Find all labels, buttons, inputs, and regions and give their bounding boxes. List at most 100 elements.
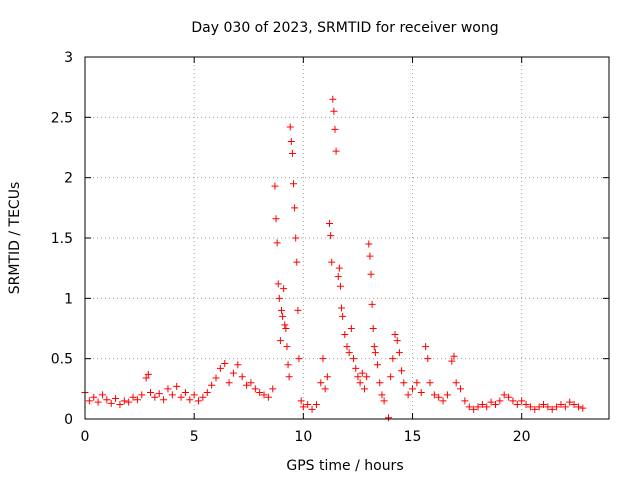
- x-axis-label: GPS time / hours: [286, 458, 403, 474]
- data-point: [138, 391, 146, 399]
- data-point: [328, 258, 336, 266]
- y-tick-label: 3: [64, 50, 73, 66]
- data-point: [304, 401, 312, 409]
- y-tick-label: 2.5: [51, 110, 73, 126]
- data-point: [288, 150, 296, 158]
- y-axis-label: SRMTID / TECUs: [7, 182, 23, 295]
- x-tick-label: 0: [81, 429, 90, 445]
- data-point: [294, 306, 302, 314]
- data-point: [535, 403, 543, 411]
- data-point: [155, 390, 163, 398]
- x-tick-label: 10: [294, 429, 312, 445]
- data-point: [112, 394, 120, 402]
- data-point: [371, 349, 379, 357]
- data-point: [229, 369, 237, 377]
- data-point: [398, 367, 406, 375]
- chart-title: Day 030 of 2023, SRMTID for receiver won…: [191, 20, 498, 36]
- data-point: [395, 349, 403, 357]
- data-point: [286, 123, 294, 131]
- data-point: [409, 385, 416, 393]
- data-point: [151, 393, 159, 401]
- data-point: [331, 125, 339, 133]
- data-point: [448, 357, 456, 365]
- data-point: [360, 385, 368, 393]
- data-point: [374, 361, 382, 369]
- data-point: [368, 300, 376, 308]
- data-point: [369, 325, 377, 332]
- y-tick-label: 2: [64, 171, 73, 187]
- data-point: [284, 361, 292, 369]
- data-point: [531, 405, 539, 413]
- data-point: [513, 401, 521, 409]
- data-point: [574, 403, 582, 411]
- data-point: [329, 95, 337, 103]
- data-point: [461, 397, 469, 405]
- data-point: [478, 401, 486, 409]
- data-point: [285, 373, 293, 381]
- data-point: [363, 373, 371, 381]
- data-point: [422, 343, 430, 351]
- data-point: [435, 393, 443, 401]
- data-point: [293, 258, 301, 266]
- data-point: [450, 352, 458, 360]
- data-point: [332, 147, 340, 155]
- data-point: [370, 343, 378, 351]
- data-point: [404, 391, 412, 399]
- data-point: [470, 405, 478, 413]
- data-point: [491, 401, 499, 409]
- data-point: [376, 379, 384, 387]
- data-point: [116, 401, 124, 409]
- data-point: [287, 137, 295, 145]
- data-point: [190, 391, 198, 399]
- data-point: [260, 391, 268, 399]
- y-tick-label: 0.5: [51, 352, 73, 368]
- data-point: [366, 252, 374, 260]
- data-point: [264, 393, 272, 401]
- x-tick-label: 5: [190, 429, 199, 445]
- data-point: [225, 379, 233, 387]
- data-point: [426, 379, 434, 387]
- data-point: [251, 385, 259, 393]
- data-point: [120, 397, 128, 405]
- data-point: [354, 373, 362, 381]
- data-point: [107, 399, 115, 407]
- data-point: [330, 107, 338, 115]
- data-point: [279, 312, 287, 320]
- data-point: [186, 396, 194, 404]
- data-point: [336, 282, 344, 290]
- data-point: [94, 398, 102, 406]
- data-point: [238, 373, 246, 381]
- data-point: [391, 331, 399, 339]
- data-point: [566, 398, 574, 406]
- data-point: [216, 364, 224, 372]
- data-point: [98, 391, 106, 399]
- data-points: [81, 95, 587, 422]
- data-point: [387, 373, 395, 381]
- data-point: [365, 240, 373, 248]
- data-point: [317, 379, 325, 387]
- data-point: [452, 379, 460, 387]
- data-point: [312, 401, 320, 409]
- data-point: [103, 396, 111, 404]
- data-point: [323, 373, 331, 381]
- data-point: [234, 361, 242, 369]
- data-point: [256, 388, 264, 396]
- data-point: [518, 397, 526, 405]
- data-point: [195, 397, 203, 405]
- data-point: [129, 393, 137, 401]
- data-point: [343, 343, 351, 351]
- data-point: [144, 370, 152, 378]
- data-point: [297, 397, 305, 405]
- data-point: [350, 355, 358, 363]
- data-point: [341, 331, 349, 339]
- data-point: [160, 396, 168, 404]
- data-point: [142, 374, 150, 382]
- gridlines: [85, 57, 609, 419]
- y-tick-label: 1: [64, 291, 73, 307]
- data-point: [400, 379, 408, 387]
- data-point: [540, 401, 547, 409]
- data-point: [177, 393, 185, 401]
- data-point: [283, 343, 291, 351]
